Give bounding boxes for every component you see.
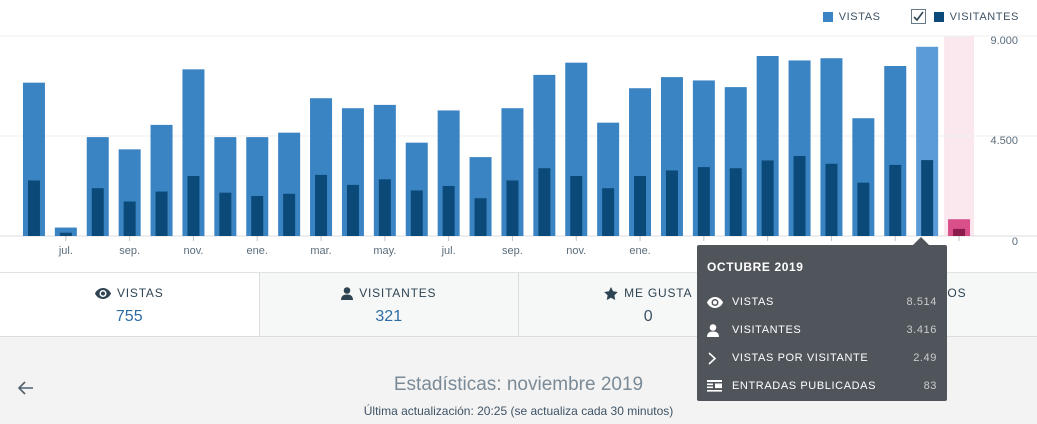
tooltip-row-visitors: VISITANTES 3.416 bbox=[707, 316, 937, 344]
bar-visitors bbox=[155, 191, 168, 236]
stats-bar-chart: 9.000 4.500 0 jul. sep. nov. ene. mar. may. jul. s… bbox=[0, 35, 1037, 257]
tooltip-label-posts: ENTRADAS PUBLICADAS bbox=[732, 380, 877, 392]
person-icon bbox=[707, 323, 719, 337]
legend-swatch-views bbox=[822, 11, 833, 22]
bar-visitors bbox=[602, 188, 615, 236]
x-tick-label: sep. bbox=[502, 245, 523, 257]
tab-visitors[interactable]: VISITANTES 321 bbox=[259, 273, 519, 336]
tooltip-label-views: VISTAS bbox=[732, 296, 774, 308]
bar-visitors bbox=[474, 198, 487, 236]
legend-item-visitors: VISITANTES bbox=[933, 10, 1019, 23]
tab-likes-label: ME GUSTA bbox=[624, 286, 693, 300]
legend-label-visitors: VISITANTES bbox=[949, 10, 1019, 23]
visitors-toggle-checkbox[interactable] bbox=[910, 9, 926, 24]
legend-label-views: VISTAS bbox=[838, 10, 881, 23]
bar-visitors bbox=[793, 156, 806, 236]
bar-visitors bbox=[921, 160, 934, 236]
page-title: Estadísticas: noviembre 2019 bbox=[393, 374, 644, 395]
tooltip-value-views-per-visitor: 2.49 bbox=[913, 352, 937, 364]
bar-visitors bbox=[697, 167, 710, 236]
x-tick-label: jul. bbox=[58, 245, 73, 257]
bar-visitors bbox=[665, 170, 678, 236]
bar-visitors bbox=[315, 174, 328, 236]
y-tick-label: 4.500 bbox=[990, 135, 1018, 147]
y-tick-label: 0 bbox=[1012, 236, 1018, 248]
tooltip-value-visitors: 3.416 bbox=[906, 324, 937, 336]
bar-visitors bbox=[123, 201, 136, 236]
bar-visitors bbox=[442, 186, 455, 236]
x-tick-label: nov. bbox=[183, 245, 203, 257]
bar-visitors bbox=[219, 192, 232, 236]
y-tick-label: 9.000 bbox=[990, 35, 1018, 47]
x-tick-label: mar. bbox=[310, 245, 331, 257]
legend-swatch-visitors bbox=[933, 11, 944, 22]
tooltip-label-visitors: VISITANTES bbox=[732, 324, 802, 336]
tab-views-label-row: VISTAS bbox=[0, 286, 259, 300]
tab-views-label: VISTAS bbox=[116, 286, 164, 300]
bar-visitors bbox=[283, 193, 296, 236]
bar-visitors bbox=[59, 232, 72, 236]
bar-visitors bbox=[761, 160, 774, 236]
bar-visitors bbox=[634, 176, 647, 236]
bar-visitors bbox=[506, 180, 519, 236]
tab-views-value: 755 bbox=[115, 308, 143, 325]
x-tick-label: may. bbox=[373, 245, 396, 257]
bar-visitors bbox=[729, 168, 742, 236]
last-updated-text: Última actualización: 20:25 (se actualiz… bbox=[363, 404, 674, 418]
bar-visitors bbox=[346, 184, 359, 236]
x-tick-label: ene. bbox=[247, 245, 268, 257]
tab-visitors-value: 321 bbox=[375, 308, 403, 325]
x-tick-label: jul. bbox=[441, 245, 456, 257]
tooltip-label-views-per-visitor: VISTAS POR VISITANTE bbox=[732, 352, 869, 364]
bar-visitors bbox=[187, 176, 200, 236]
bar-visitors bbox=[953, 228, 966, 236]
tab-visitors-label-row: VISITANTES bbox=[260, 286, 519, 300]
eye-icon bbox=[707, 296, 723, 308]
bar-visitors bbox=[91, 188, 104, 236]
tooltip-value-views: 8.514 bbox=[906, 296, 937, 308]
bar-visitors bbox=[570, 176, 583, 236]
chart-legend: VISTAS VISITANTES bbox=[822, 9, 1019, 24]
back-arrow-icon[interactable] bbox=[18, 381, 34, 395]
posts-icon bbox=[707, 380, 722, 392]
tooltip-row-views: VISTAS 8.514 bbox=[707, 288, 937, 316]
bar-visitors bbox=[378, 179, 391, 236]
tooltip-title: OCTUBRE 2019 bbox=[707, 260, 804, 274]
chevron-right-icon bbox=[708, 351, 717, 365]
chart-tooltip: OCTUBRE 2019 VISTAS 8.514 VISITANTES 3.4… bbox=[697, 237, 947, 401]
bar-visitors bbox=[410, 190, 423, 236]
bar-visitors bbox=[538, 168, 551, 236]
bar-visitors bbox=[889, 164, 902, 236]
bar-visitors bbox=[27, 180, 40, 236]
star-icon bbox=[604, 286, 618, 300]
x-tick-label: sep. bbox=[119, 245, 140, 257]
tab-likes-value: 0 bbox=[643, 308, 653, 325]
tooltip-value-posts: 83 bbox=[923, 380, 937, 392]
legend-item-views: VISTAS bbox=[822, 10, 881, 23]
tab-visitors-label: VISITANTES bbox=[359, 286, 437, 300]
tab-views[interactable]: VISTAS 755 bbox=[0, 273, 260, 336]
person-icon bbox=[341, 286, 354, 300]
bar-visitors bbox=[857, 182, 870, 236]
tooltip-row-posts: ENTRADAS PUBLICADAS 83 bbox=[707, 372, 937, 400]
tooltip-row-views-per-visitor: VISTAS POR VISITANTE 2.49 bbox=[707, 344, 937, 372]
bar-visitors bbox=[251, 196, 264, 236]
tab-likes-label-row: ME GUSTA bbox=[519, 286, 778, 300]
x-tick-label: ene. bbox=[629, 245, 650, 257]
eye-icon bbox=[94, 287, 111, 299]
bar-views bbox=[54, 227, 77, 236]
bar-visitors bbox=[825, 163, 838, 236]
x-tick-label: nov. bbox=[566, 245, 586, 257]
